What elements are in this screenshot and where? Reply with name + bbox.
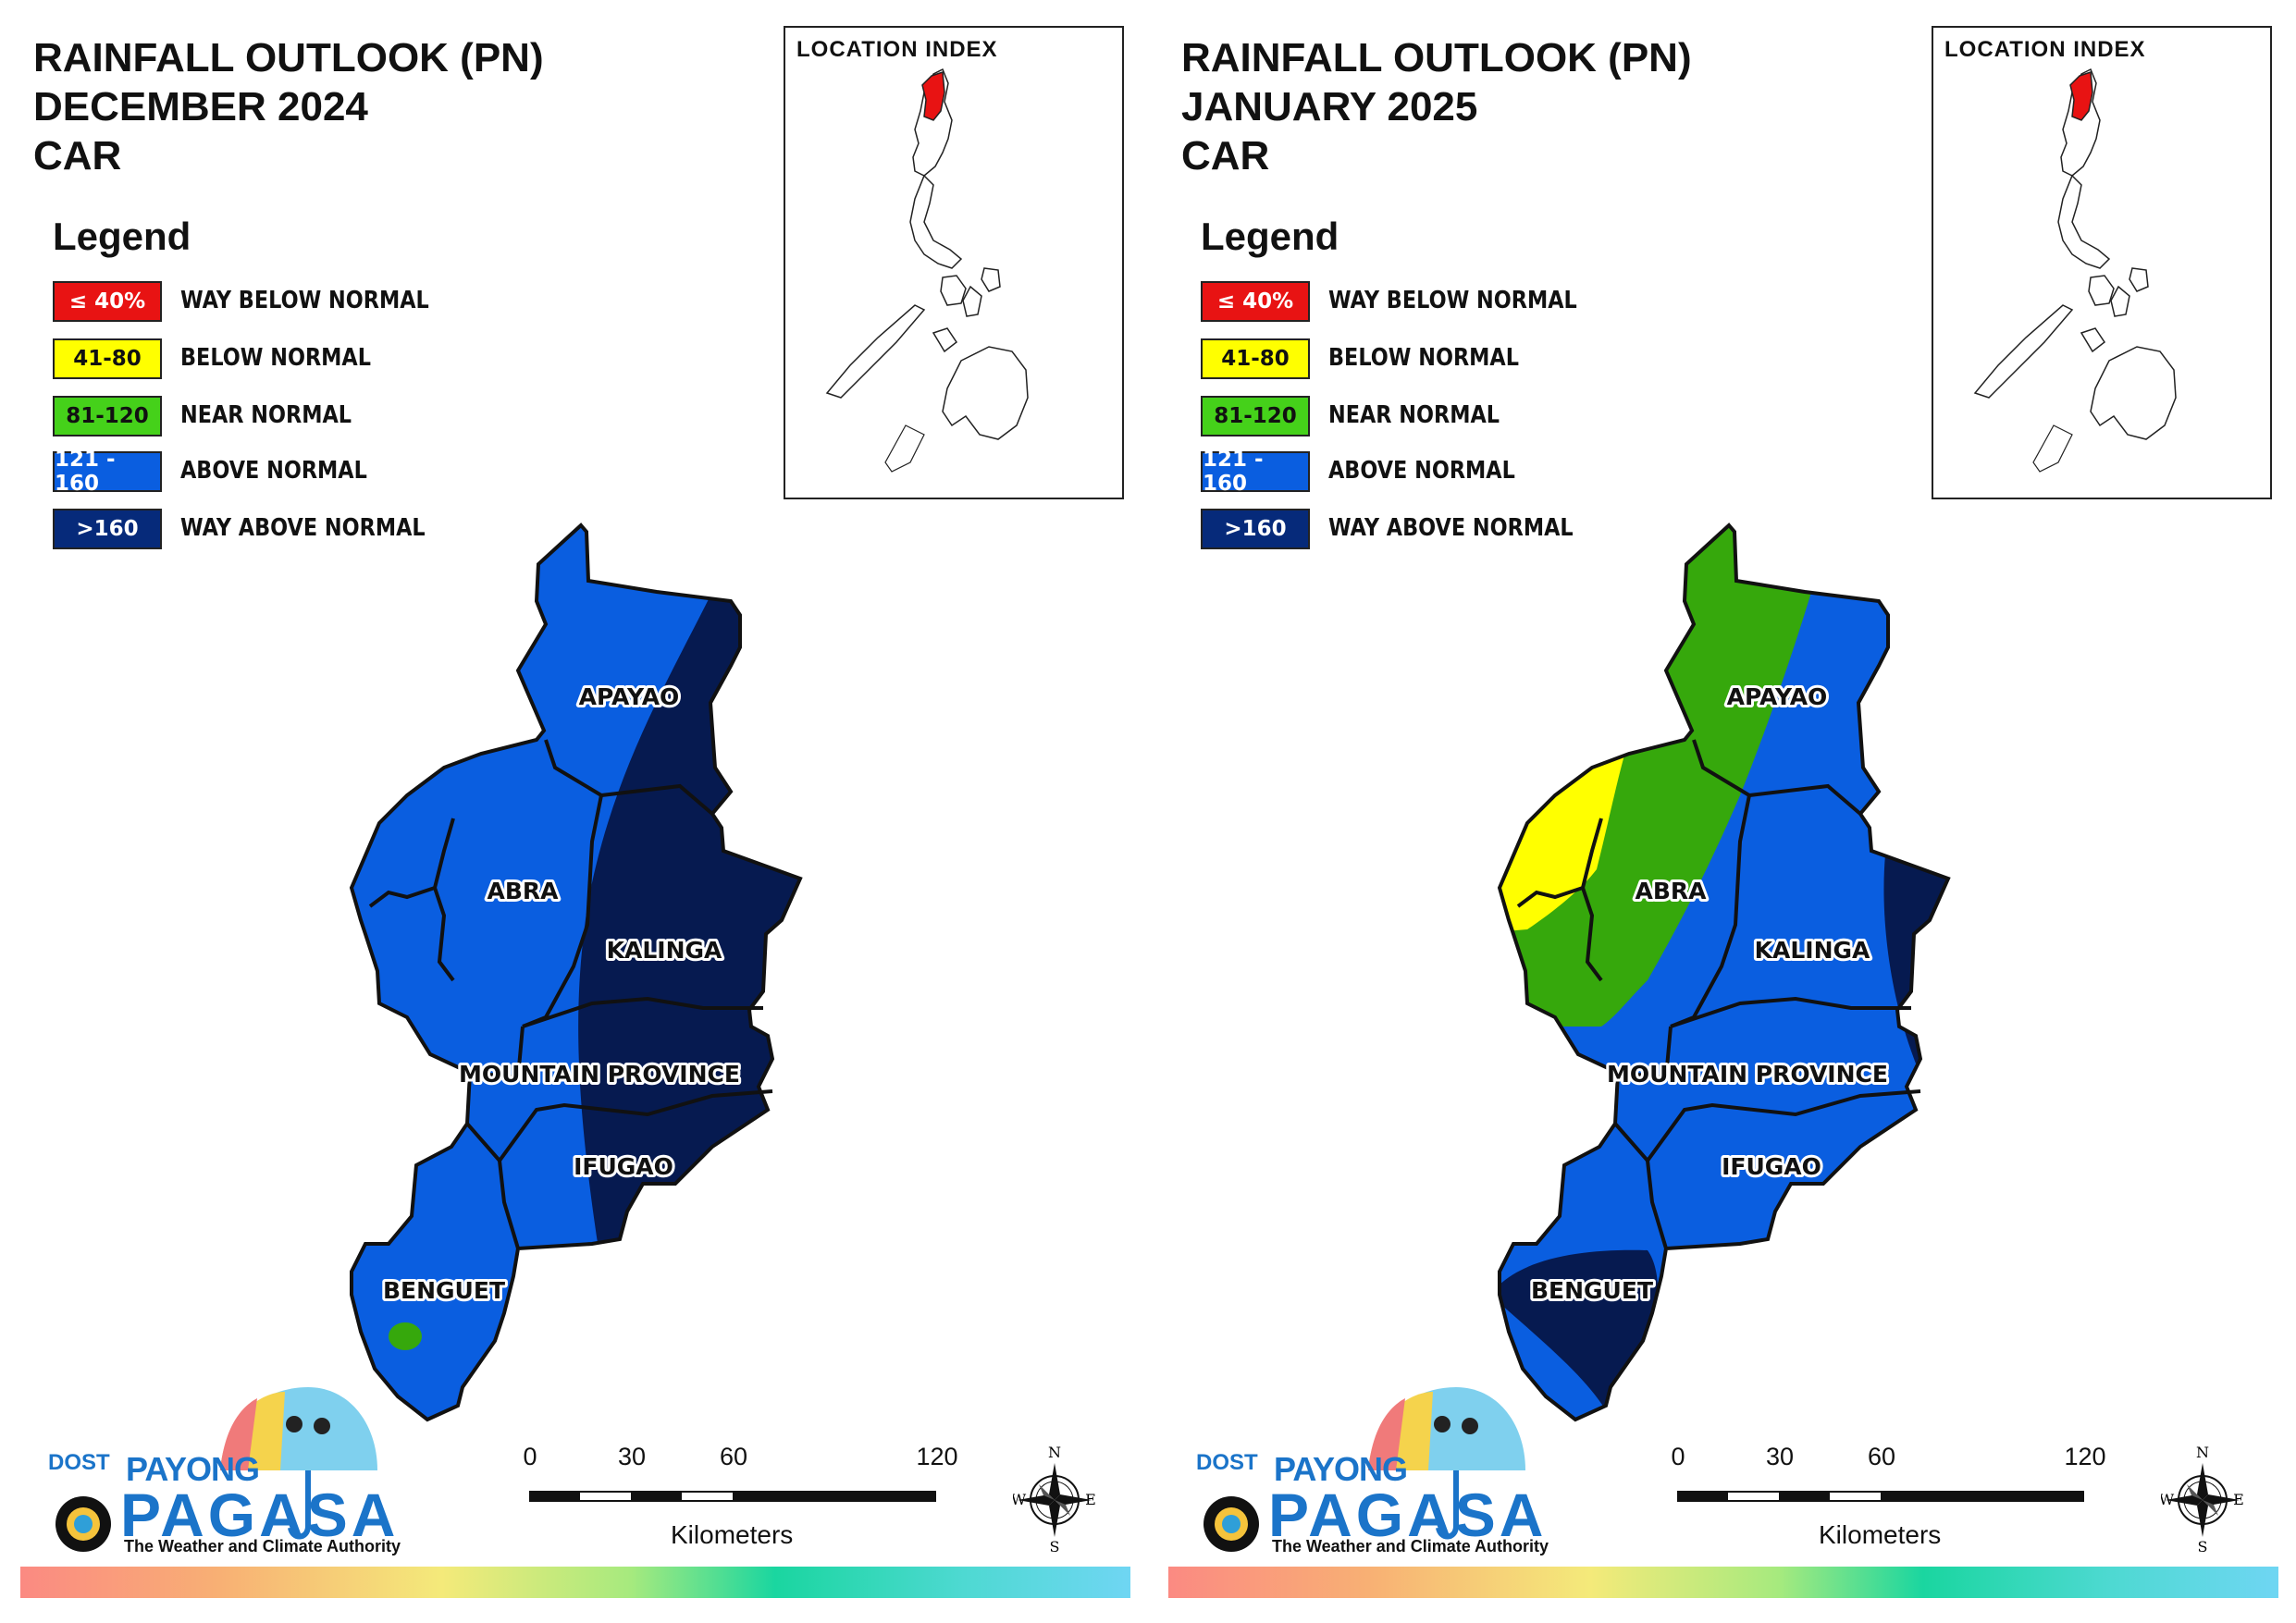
philippines-index-map <box>825 68 1029 473</box>
legend-swatch: 81-120 <box>53 396 162 436</box>
logo-pagasa: PAGASA <box>1268 1481 1548 1549</box>
legend-swatch: 41-80 <box>53 338 162 379</box>
province-label-abra: ABRA <box>1635 878 1707 904</box>
scale-tick: 0 <box>1671 1443 1685 1470</box>
province-label-mountain-province: MOUNTAIN PROVINCE <box>459 1061 740 1088</box>
legend-label: BELOW NORMAL <box>1328 344 1519 372</box>
umbrella-icon <box>56 1387 377 1552</box>
legend-label: ABOVE NORMAL <box>1328 457 1515 485</box>
rainfall-map: APAYAO ABRA KALINGA MOUNTAIN PROVINCE IF… <box>1498 523 1950 1421</box>
legend-swatch: 41-80 <box>1201 338 1310 379</box>
legend-swatch: ≤ 40% <box>1201 281 1310 322</box>
outlook-panel-december: RAINFALL OUTLOOK (PN) DECEMBER 2024 CAR … <box>20 26 1130 1598</box>
scale-tick: 30 <box>1765 1443 1795 1470</box>
compass-rose-icon: N S E W <box>2159 1443 2244 1555</box>
logo-payong: PAYONG <box>1274 1450 1408 1488</box>
title-line-2: JANUARY 2025 <box>1181 84 1478 129</box>
compass-w: W <box>1013 1491 1027 1508</box>
legend-swatch: 121 - 160 <box>1201 448 1310 496</box>
legend-label: WAY ABOVE NORMAL <box>180 514 426 542</box>
location-index: LOCATION INDEX <box>1932 26 2272 499</box>
umbrella-icon <box>1204 1387 1525 1552</box>
legend-label: NEAR NORMAL <box>1328 401 1500 429</box>
province-label-abra: ABRA <box>487 878 559 904</box>
zone-near-normal <box>389 1322 422 1350</box>
scale-tick: 120 <box>2064 1443 2106 1470</box>
scale-tick: 60 <box>719 1443 748 1470</box>
scale-bar: 0 30 60 120 Kilometers <box>523 1443 962 1554</box>
philippines-index-map <box>1973 68 2177 473</box>
logo-dost: DOST <box>1196 1450 1258 1475</box>
scale-bar: 0 30 60 120 Kilometers <box>1671 1443 2110 1554</box>
province-label-benguet: BENGUET <box>383 1277 505 1304</box>
province-boundaries <box>350 523 802 1421</box>
footer-gradient-bar <box>1168 1567 2278 1598</box>
legend-title: Legend <box>53 215 191 258</box>
logo-dost: DOST <box>48 1450 110 1475</box>
title-line-1: RAINFALL OUTLOOK (PN) <box>1181 35 1692 80</box>
province-label-apayao: APAYAO <box>1727 683 1828 710</box>
scale-tick: 60 <box>1867 1443 1896 1470</box>
province-boundaries <box>1498 523 1950 1421</box>
scale-bar-graphic <box>1677 1491 2084 1502</box>
province-label-kalinga: KALINGA <box>607 937 722 964</box>
compass-w: W <box>2161 1491 2175 1508</box>
province-label-kalinga: KALINGA <box>1755 937 1870 964</box>
zone-way-above-normal-benguet <box>1500 1249 1659 1410</box>
province-label-mountain-province: MOUNTAIN PROVINCE <box>1607 1061 1888 1088</box>
title-line-2: DECEMBER 2024 <box>33 84 368 129</box>
scale-tick: 120 <box>916 1443 958 1470</box>
compass-n: N <box>2196 1444 2209 1461</box>
compass-s: S <box>2198 1538 2208 1554</box>
scale-bar-graphic <box>529 1491 936 1502</box>
logo-tagline: The Weather and Climate Authority <box>124 1537 401 1555</box>
compass-e: E <box>1085 1491 1096 1508</box>
scale-unit: Kilometers <box>1819 1520 1942 1549</box>
title-line-3: CAR <box>33 133 122 178</box>
legend-swatch: 121 - 160 <box>53 448 162 496</box>
scale-unit: Kilometers <box>671 1520 794 1549</box>
legend-title: Legend <box>1201 215 1339 258</box>
map-title: RAINFALL OUTLOOK (PN) DECEMBER 2024 CAR <box>33 33 544 180</box>
location-index-title: LOCATION INDEX <box>1944 37 2146 62</box>
legend-label: ABOVE NORMAL <box>180 457 367 485</box>
legend-label: WAY BELOW NORMAL <box>1328 287 1577 314</box>
legend-label: NEAR NORMAL <box>180 401 352 429</box>
province-label-ifugao: IFUGAO <box>574 1153 673 1180</box>
location-index: LOCATION INDEX <box>784 26 1124 499</box>
legend-swatch: ≤ 40% <box>53 281 162 322</box>
footer-gradient-bar <box>20 1567 1130 1598</box>
scale-tick: 0 <box>523 1443 537 1470</box>
province-label-benguet: BENGUET <box>1531 1277 1653 1304</box>
legend-swatch: 81-120 <box>1201 396 1310 436</box>
pagasa-logo: DOST PAYONG PAGASA The Weather and Clima… <box>35 1387 401 1563</box>
location-index-title: LOCATION INDEX <box>796 37 998 62</box>
compass-s: S <box>1050 1538 1060 1554</box>
pagasa-logo: DOST PAYONG PAGASA The Weather and Clima… <box>1183 1387 1549 1563</box>
logo-pagasa: PAGASA <box>120 1481 400 1549</box>
map-title: RAINFALL OUTLOOK (PN) JANUARY 2025 CAR <box>1181 33 1692 180</box>
province-label-ifugao: IFUGAO <box>1722 1153 1821 1180</box>
legend-swatch: >160 <box>53 509 162 549</box>
compass-e: E <box>2233 1491 2244 1508</box>
title-line-1: RAINFALL OUTLOOK (PN) <box>33 35 544 80</box>
logo-payong: PAYONG <box>126 1450 260 1488</box>
legend-label: BELOW NORMAL <box>180 344 371 372</box>
legend-label: WAY BELOW NORMAL <box>180 287 429 314</box>
scale-tick: 30 <box>617 1443 647 1470</box>
rainfall-map: APAYAO ABRA KALINGA MOUNTAIN PROVINCE IF… <box>350 523 802 1421</box>
compass-rose-icon: N S E W <box>1011 1443 1096 1555</box>
logo-tagline: The Weather and Climate Authority <box>1272 1537 1549 1555</box>
province-label-apayao: APAYAO <box>579 683 680 710</box>
legend-swatch: >160 <box>1201 509 1310 549</box>
legend-label: WAY ABOVE NORMAL <box>1328 514 1574 542</box>
outlook-panel-january: RAINFALL OUTLOOK (PN) JANUARY 2025 CAR L… <box>1148 0 2296 1623</box>
compass-n: N <box>1048 1444 1061 1461</box>
title-line-3: CAR <box>1181 133 1270 178</box>
